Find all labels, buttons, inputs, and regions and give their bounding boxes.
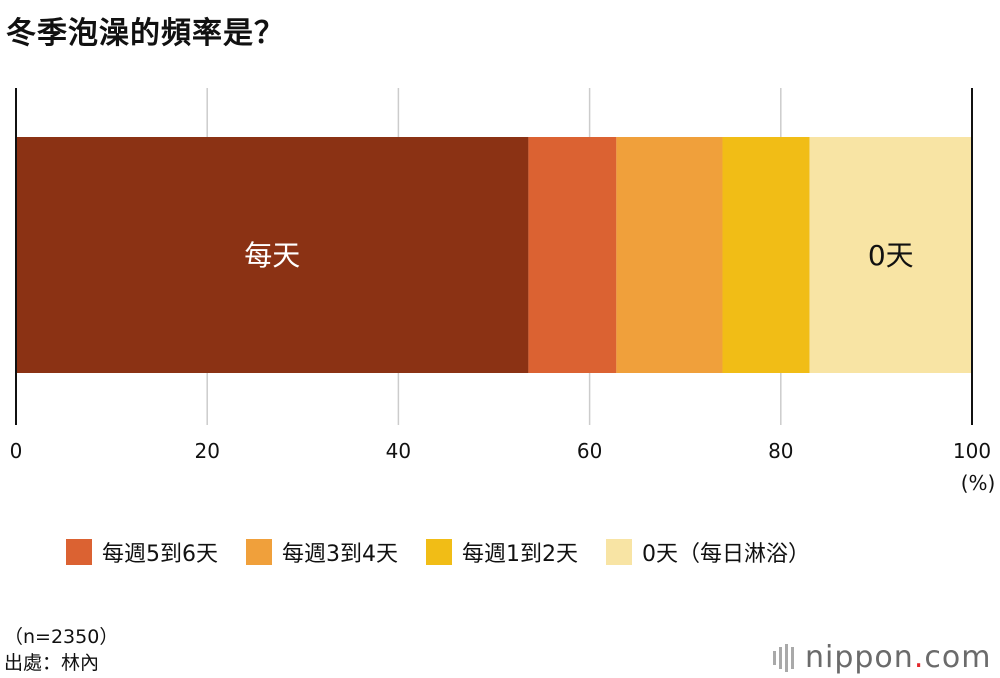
- sample-size-note: （n=2350）: [4, 626, 119, 648]
- logo-dot: .: [913, 640, 925, 675]
- legend-swatch: [606, 539, 632, 565]
- legend-item-0: 每週5到6天: [66, 536, 218, 568]
- legend-label: 0天（每日淋浴）: [642, 542, 810, 567]
- legend-swatch: [426, 539, 452, 565]
- x-tick-label: 100: [953, 439, 991, 463]
- bar-segments: 每天 0天: [16, 137, 972, 373]
- x-tick-labels: 0 20 40 60 80 100: [10, 439, 991, 463]
- bar-segment-1: [528, 137, 617, 373]
- chart-title: 冬季泡澡的頻率是？: [6, 16, 285, 51]
- legend-item-1: 每週3到4天: [246, 536, 398, 568]
- bar-segment-label: 每天: [244, 239, 300, 272]
- nippon-logo: nippon. com: [773, 640, 991, 675]
- unit-label: (%): [961, 471, 996, 495]
- logo-name: nippon: [805, 640, 914, 675]
- legend-label: 每週1到2天: [462, 542, 578, 567]
- legend-swatch: [66, 539, 92, 565]
- legend-item-3: 0天（每日淋浴）: [606, 536, 810, 568]
- legend: 每週5到6天 每週3到4天 每週1到2天 0天（每日淋浴）: [66, 536, 838, 568]
- logo-bars-icon: [773, 643, 797, 672]
- bar-segment-label: 0天: [868, 239, 914, 272]
- x-tick-label: 80: [768, 439, 793, 463]
- axis-lines: [15, 88, 973, 425]
- bar-segment-0: [16, 137, 529, 373]
- x-tick-label: 60: [577, 439, 602, 463]
- legend-label: 每週3到4天: [282, 542, 398, 567]
- legend-swatch: [246, 539, 272, 565]
- legend-item-2: 每週1到2天: [426, 536, 578, 568]
- source-note: 出處：林內: [4, 652, 100, 674]
- x-tick-label: 20: [194, 439, 219, 463]
- logo-tld: com: [924, 640, 992, 675]
- bar-segment-2: [616, 137, 723, 373]
- x-tick-label: 40: [386, 439, 411, 463]
- legend-label: 每週5到6天: [102, 542, 218, 567]
- bar-segment-3: [722, 137, 810, 373]
- x-tick-label: 0: [10, 439, 23, 463]
- bar-segment-4: [809, 137, 972, 373]
